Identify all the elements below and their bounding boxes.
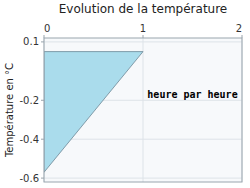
grid bbox=[44, 38, 242, 182]
tick-label: -0.4 bbox=[19, 134, 39, 145]
tick-label: -0.2 bbox=[19, 95, 39, 106]
data-group bbox=[44, 52, 143, 173]
plot-area bbox=[44, 38, 242, 182]
chart: 0 1 2 -0.6 -0.4 -0.2 0.1 Evolution de la tempér… bbox=[0, 0, 250, 188]
area bbox=[44, 52, 143, 173]
tick bbox=[41, 100, 44, 101]
tick-label: -0.6 bbox=[19, 173, 39, 184]
tick bbox=[41, 178, 44, 179]
tick bbox=[242, 35, 243, 38]
tick bbox=[41, 41, 44, 42]
axis-label: Température en °C bbox=[4, 63, 15, 158]
title: Evolution de la température bbox=[59, 2, 228, 16]
tick bbox=[44, 35, 45, 38]
grid-line bbox=[143, 38, 144, 182]
tick-label: 0 bbox=[44, 23, 50, 34]
grid-line bbox=[44, 139, 242, 140]
tick-label: 1 bbox=[140, 23, 146, 34]
annotation: heure par heure bbox=[147, 89, 237, 100]
frame bbox=[44, 38, 242, 182]
grid-line bbox=[44, 41, 242, 42]
grid-line bbox=[44, 178, 242, 179]
tick-label: 0.1 bbox=[23, 36, 39, 47]
tick-label: 2 bbox=[236, 23, 242, 34]
tick bbox=[41, 139, 44, 140]
tick bbox=[143, 35, 144, 38]
